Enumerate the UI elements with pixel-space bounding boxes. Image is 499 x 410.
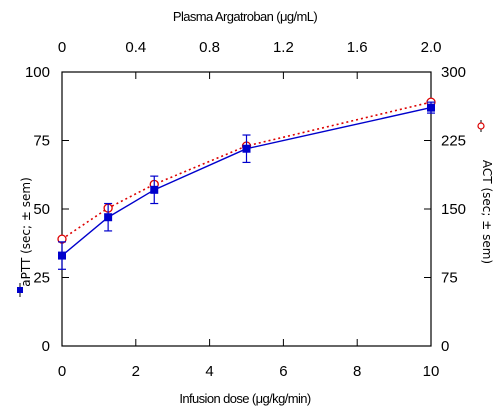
x2-tick-label: 1.2 <box>273 39 294 56</box>
data-point <box>150 185 159 194</box>
x-axis-top: 0 0.4 0.8 1.2 1.6 2.0 <box>58 39 442 79</box>
y-axis-label: aPTT (sec; ± sem) <box>19 177 33 287</box>
y-tick-label: 75 <box>33 133 50 150</box>
y2-tick-label: 150 <box>441 201 466 218</box>
y-tick-label: 50 <box>33 201 50 218</box>
data-point <box>242 144 251 153</box>
x-tick-label: 0 <box>58 363 66 380</box>
x2-tick-label: 0 <box>58 39 66 56</box>
y2-axis-legend-marker <box>477 120 485 132</box>
y2-tick-label: 0 <box>441 338 449 355</box>
data-point <box>104 213 113 222</box>
y-axis-left: 0 25 50 75 100 <box>25 64 69 355</box>
y-axis-right: 0 75 150 225 300 <box>424 64 466 355</box>
x-tick-label: 6 <box>279 363 287 380</box>
y2-tick-label: 300 <box>441 64 466 81</box>
x-tick-label: 8 <box>353 363 361 380</box>
x-tick-label: 4 <box>205 363 213 380</box>
x2-tick-label: 0.8 <box>199 39 220 56</box>
plot-border <box>61 71 432 347</box>
y-tick-label: 25 <box>33 270 50 287</box>
x-tick-label: 2 <box>132 363 140 380</box>
plot-frame <box>61 71 432 347</box>
y2-tick-label: 225 <box>441 133 466 150</box>
x-axis-label: Infusion dose (μg/kg/min) <box>179 391 310 406</box>
x2-axis-label: Plasma Argatroban (μg/mL) <box>173 9 317 24</box>
data-point <box>58 251 66 260</box>
x-tick-label: 10 <box>423 363 440 380</box>
series-line <box>61 106 432 257</box>
x2-tick-label: 1.6 <box>347 39 368 56</box>
x-axis-bottom: 0 2 4 6 8 10 <box>58 339 440 380</box>
x2-tick-label: 0.4 <box>125 39 146 56</box>
series-layer <box>57 97 436 270</box>
y-axis-legend-marker <box>17 283 23 297</box>
series-line <box>61 101 432 240</box>
y-tick-label: 100 <box>25 64 50 81</box>
series-aptt <box>58 101 435 270</box>
y2-tick-label: 75 <box>441 270 458 287</box>
x2-tick-label: 2.0 <box>421 39 442 56</box>
y2-axis-label: ACT (sec; ± sem) <box>480 160 494 264</box>
y-tick-label: 0 <box>42 338 50 355</box>
data-point <box>427 103 435 112</box>
